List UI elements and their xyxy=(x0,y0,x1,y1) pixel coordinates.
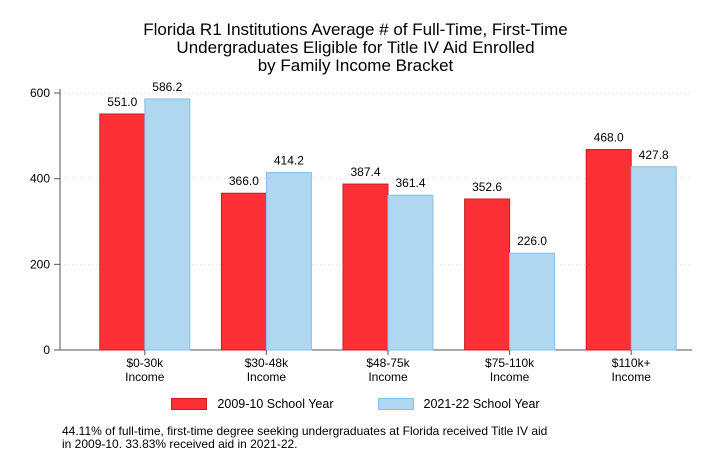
x-tick-label-sub: Income xyxy=(247,370,287,384)
y-tick-label: 400 xyxy=(30,172,50,186)
chart-legend: 2009-10 School Year 2021-22 School Year xyxy=(0,397,711,411)
legend-swatch-series-2 xyxy=(377,398,414,410)
bar-series-2 xyxy=(387,194,434,351)
x-tick-label-sub: Income xyxy=(368,370,408,384)
bar-series-1 xyxy=(585,149,632,351)
bar-series-1 xyxy=(99,113,146,351)
bar-value-label: 414.2 xyxy=(274,154,304,168)
x-tick-label-sub: Income xyxy=(125,370,165,384)
legend-item-series-2: 2021-22 School Year xyxy=(377,397,540,411)
x-tick-label: $48-75k xyxy=(366,356,410,370)
bar-value-label: 468.0 xyxy=(594,131,624,145)
y-tick-label: 0 xyxy=(43,343,50,357)
footnote-line-2: in 2009-10. 33.83% received aid in 2021-… xyxy=(62,437,298,451)
bar-series-1 xyxy=(342,183,389,351)
bar-value-label: 361.4 xyxy=(395,176,425,190)
x-tick-label-sub: Income xyxy=(490,370,530,384)
bar-value-label: 366.0 xyxy=(229,174,259,188)
bar-series-1 xyxy=(220,192,267,351)
bar-value-label: 387.4 xyxy=(350,165,380,179)
footnote-line-1: 44.11% of full-time, first-time degree s… xyxy=(62,424,548,438)
legend-label-series-1: 2009-10 School Year xyxy=(217,397,334,411)
bar-series-2 xyxy=(630,166,677,351)
bar-chart: 0200400600551.0586.2$0-30kIncome366.0414… xyxy=(30,80,692,384)
bar-value-label: 352.6 xyxy=(472,180,502,194)
bar-value-label: 427.8 xyxy=(639,148,669,162)
bar-value-label: 551.0 xyxy=(107,95,137,109)
bar-series-2 xyxy=(509,252,556,351)
bar-series-2 xyxy=(144,98,191,351)
bar-value-label: 226.0 xyxy=(517,234,547,248)
x-tick-label: $0-30k xyxy=(126,356,164,370)
legend-swatch-series-1 xyxy=(171,398,208,410)
y-tick-label: 200 xyxy=(30,257,50,271)
footnote: 44.11% of full-time, first-time degree s… xyxy=(62,425,702,451)
chart-title-line-3: by Family Income Bracket xyxy=(257,56,454,75)
x-tick-label: $75-110k xyxy=(485,356,535,370)
y-tick-label: 600 xyxy=(30,86,50,100)
x-tick-label: $30-48k xyxy=(245,356,289,370)
bar-series-1 xyxy=(464,198,511,351)
bar-value-label: 586.2 xyxy=(152,80,182,94)
chart-title-line-1: Florida R1 Institutions Average # of Ful… xyxy=(143,20,568,39)
x-tick-label-sub: Income xyxy=(612,370,652,384)
chart-title-line-2: Undergraduates Eligible for Title IV Aid… xyxy=(176,38,535,57)
legend-label-series-2: 2021-22 School Year xyxy=(423,397,540,411)
bar-series-2 xyxy=(265,172,312,351)
x-tick-label: $110k+ xyxy=(612,356,651,370)
legend-item-series-1: 2009-10 School Year xyxy=(171,397,334,411)
